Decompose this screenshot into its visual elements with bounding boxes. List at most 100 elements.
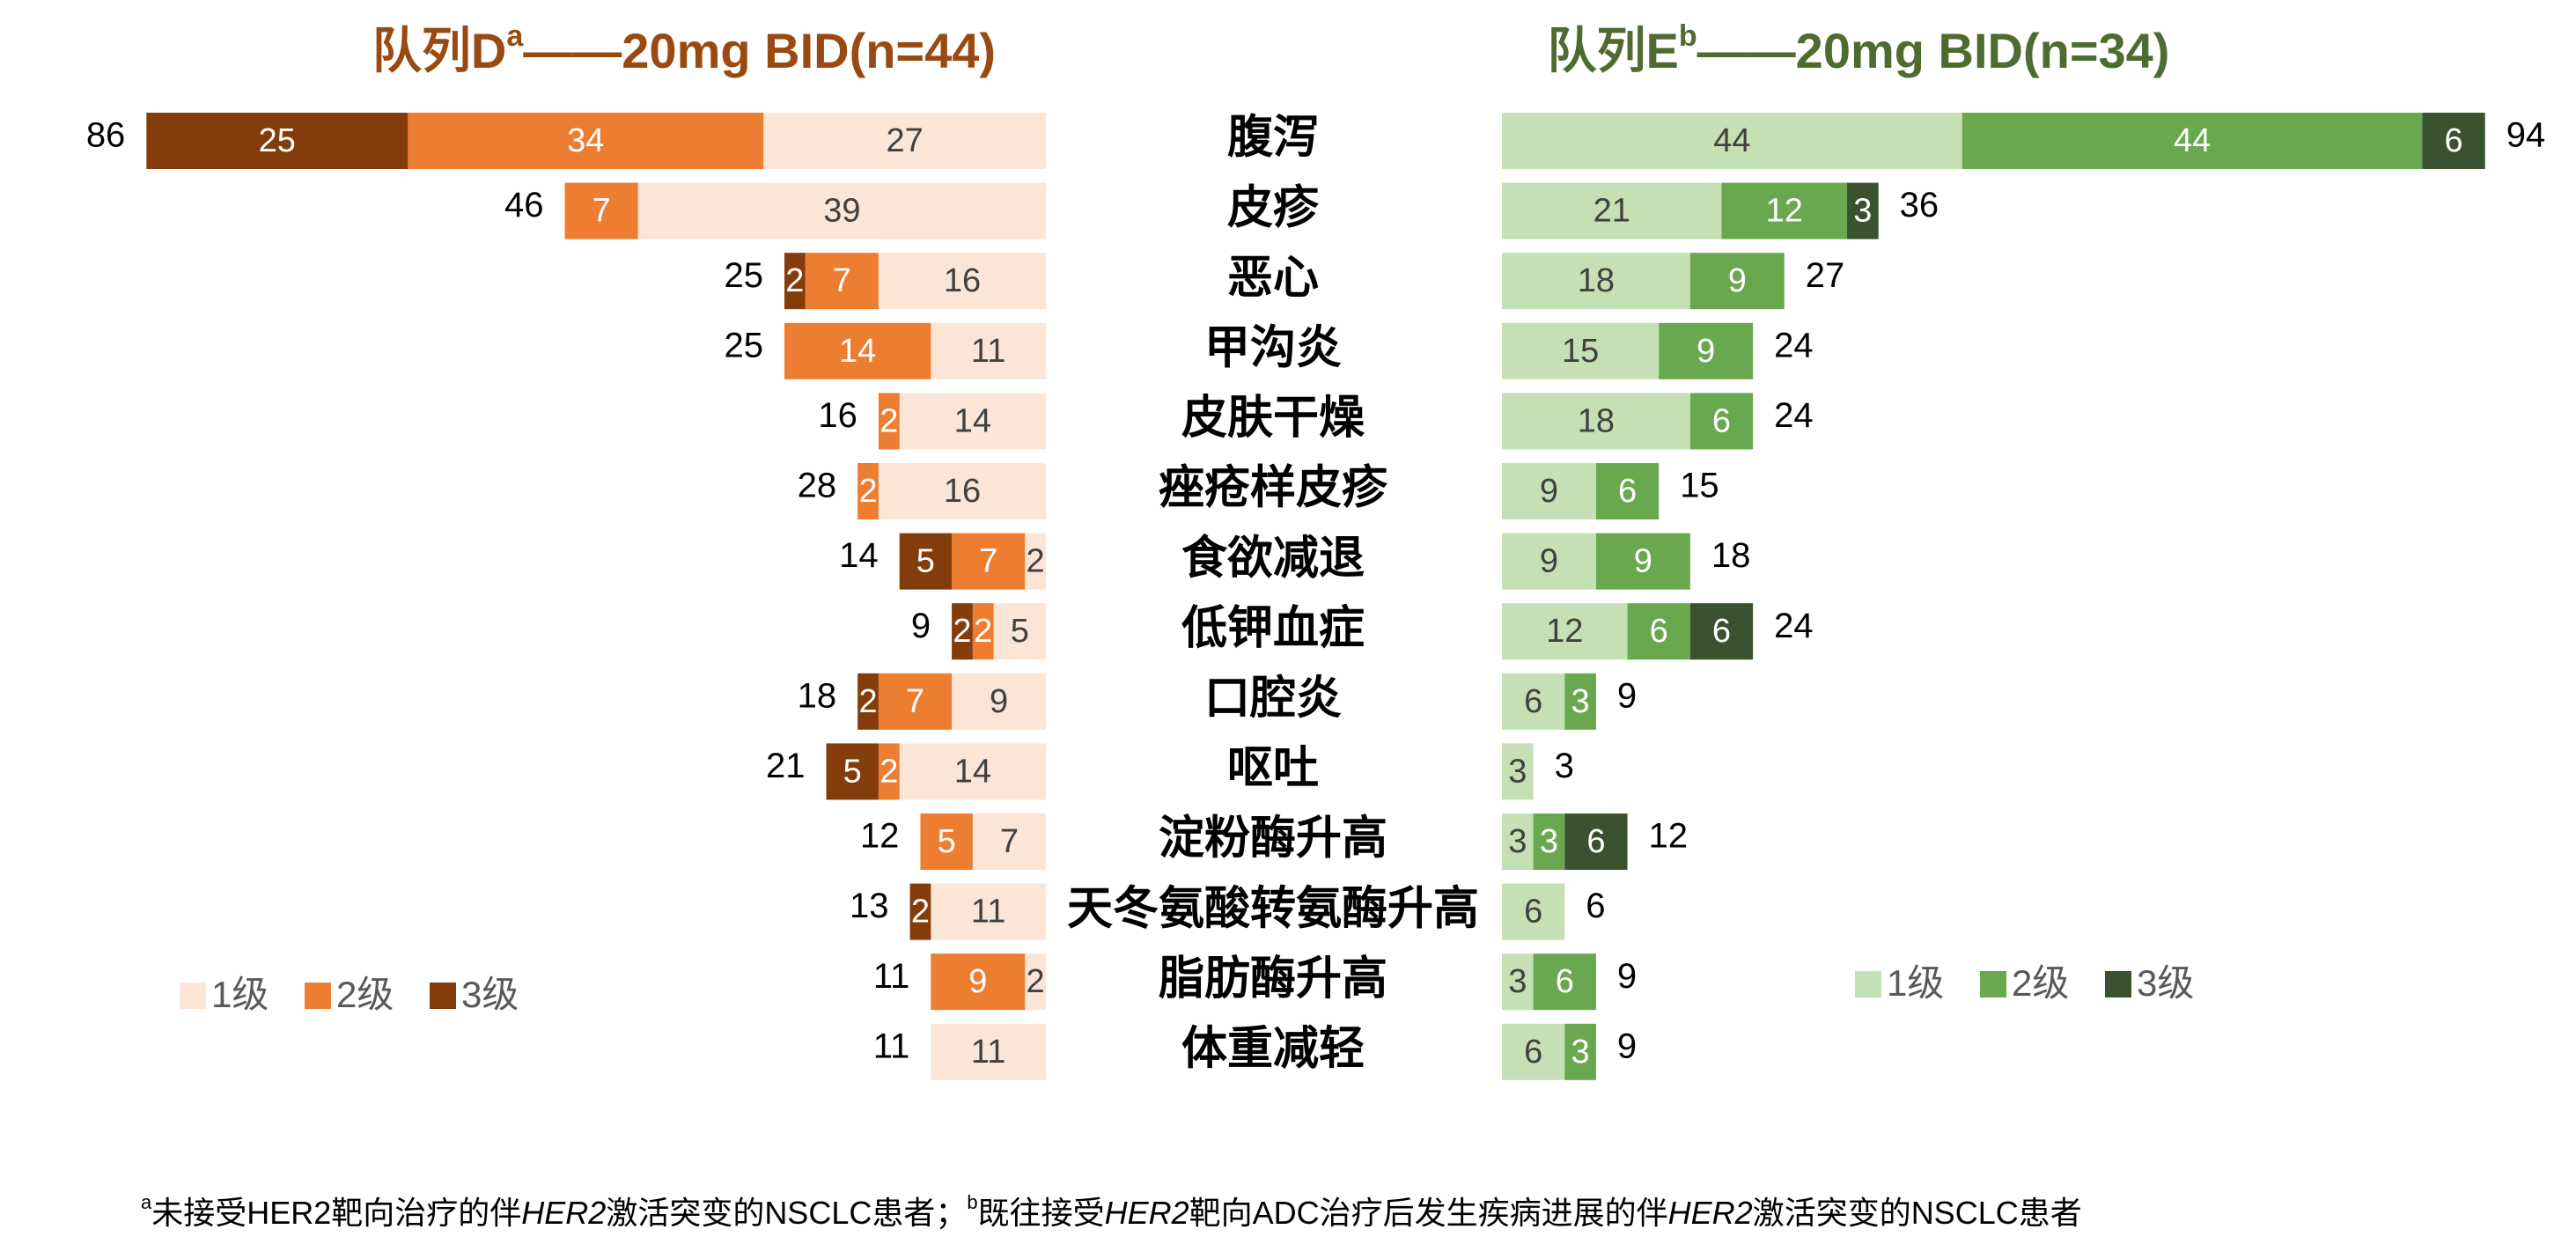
data-label: 2	[858, 473, 877, 510]
data-label: 9	[1540, 473, 1558, 510]
bar-segment	[637, 182, 1046, 239]
data-label: 3	[1571, 1034, 1590, 1071]
bar-segment	[1502, 813, 1534, 870]
data-label: 5	[1011, 613, 1029, 650]
total-label: 24	[1774, 326, 1814, 364]
bar-segment	[931, 1023, 1046, 1080]
bar-segment	[878, 463, 1046, 519]
data-label: 7	[1000, 823, 1019, 860]
bar-segment	[763, 113, 1046, 169]
data-label: 44	[2174, 122, 2211, 159]
data-label: 16	[944, 473, 981, 510]
data-label: 9	[1696, 333, 1715, 370]
bar-segment	[1564, 813, 1628, 870]
category-label: 痤疮样皮疹	[1159, 463, 1388, 514]
data-label: 6	[1712, 402, 1731, 439]
bar-segment	[857, 673, 879, 730]
bar-segment	[1502, 253, 1690, 310]
data-label: 5	[843, 753, 862, 790]
total-label: 9	[1617, 957, 1637, 996]
data-label: 12	[1546, 613, 1583, 650]
data-label: 39	[823, 193, 860, 230]
total-label: 15	[1680, 467, 1719, 505]
bar-segment	[784, 253, 806, 310]
bar-segment	[2422, 113, 2485, 169]
legend-swatch	[1855, 971, 1881, 997]
data-label: 25	[259, 122, 296, 159]
data-label: 5	[938, 823, 956, 860]
bar-segment	[931, 322, 1046, 379]
footnote-part: 既往接受	[978, 1195, 1105, 1231]
data-label: 9	[1728, 262, 1747, 299]
footnote-part: 激活突变的NSCLC患者	[1753, 1195, 2082, 1231]
bar-segment	[1502, 1023, 1565, 1080]
data-label: 27	[886, 122, 923, 159]
data-label: 3	[1508, 823, 1527, 860]
data-label: 44	[1713, 122, 1750, 159]
data-label: 12	[1766, 193, 1803, 230]
bar-segment	[952, 673, 1046, 730]
footnote: a未接受HER2靶向治疗的伴HER2激活突变的NSCLC患者；b既往接受HER2…	[141, 1191, 2082, 1230]
legend-swatch	[1980, 971, 2006, 997]
category-label: 脂肪酶升高	[1159, 953, 1387, 1005]
data-label: 2	[911, 894, 930, 931]
data-label: 3	[1540, 823, 1558, 860]
bar-segment	[909, 883, 931, 940]
data-label: 3	[1508, 753, 1527, 790]
total-label: 6	[1586, 887, 1605, 925]
category-label: 呕吐	[1227, 743, 1319, 794]
bar-segment	[899, 743, 1046, 800]
bar-segment	[408, 113, 764, 169]
total-label: 11	[873, 957, 910, 996]
total-label: 3	[1555, 747, 1574, 785]
total-label: 18	[798, 676, 837, 715]
data-label: 6	[1650, 613, 1668, 650]
total-label: 13	[850, 887, 889, 925]
chart-title-part: b	[1679, 19, 1697, 53]
bar-segment	[1595, 463, 1660, 519]
bar-segment	[1502, 393, 1690, 450]
footnote-part: 激活突变的NSCLC患者；	[606, 1195, 967, 1231]
legend-swatch	[430, 983, 456, 1009]
chart-title: 队列Eb——20mg BID(n=34)	[1548, 19, 2170, 78]
category-label: 体重减轻	[1181, 1024, 1365, 1075]
bar-segment	[1502, 113, 1962, 169]
data-label: 11	[971, 333, 1005, 370]
category-label: 天冬氨酸转氨酶升高	[1067, 883, 1479, 934]
category-label: 腹泻	[1227, 113, 1319, 164]
total-label: 9	[911, 607, 931, 645]
category-label: 淀粉酶升高	[1159, 813, 1387, 865]
bar-segment	[1502, 743, 1534, 800]
bar-segment	[1502, 533, 1596, 590]
bar-segment	[1025, 533, 1046, 590]
legend-label: 3级	[2137, 962, 2194, 1004]
chart-title: 队列Da——20mg BID(n=44)	[372, 19, 996, 78]
data-label: 18	[1578, 262, 1615, 299]
bar-segment	[1502, 463, 1596, 519]
data-label: 14	[954, 402, 991, 439]
total-label: 16	[818, 396, 857, 435]
bar-segment	[1627, 603, 1690, 660]
bar-segment	[1721, 182, 1848, 239]
bar-segment	[1689, 393, 1754, 450]
category-label: 低钾血症	[1181, 603, 1365, 654]
data-label: 6	[1524, 894, 1542, 931]
bar-segment	[972, 813, 1046, 870]
chart-title-part: ——20mg BID(n=44)	[523, 23, 996, 78]
footnote-part: 未接受HER2靶向治疗的伴	[151, 1195, 521, 1231]
footnote-part: 靶向ADC治疗后发生疾病进展的伴	[1189, 1195, 1668, 1231]
bar-segment	[1502, 603, 1628, 660]
bar-segment	[1502, 322, 1660, 379]
data-label: 6	[1556, 963, 1574, 1000]
bar-segment	[857, 463, 879, 519]
bar-segment	[1961, 113, 2423, 169]
legend-swatch	[305, 983, 331, 1009]
data-label: 6	[1586, 823, 1605, 860]
data-label: 6	[1712, 613, 1731, 650]
total-label: 27	[1806, 256, 1845, 295]
bar-segment	[805, 253, 879, 310]
total-label: 46	[504, 186, 544, 225]
bar-segment	[1533, 813, 1565, 870]
category-label: 皮肤干燥	[1181, 393, 1365, 444]
total-label: 21	[766, 747, 806, 785]
